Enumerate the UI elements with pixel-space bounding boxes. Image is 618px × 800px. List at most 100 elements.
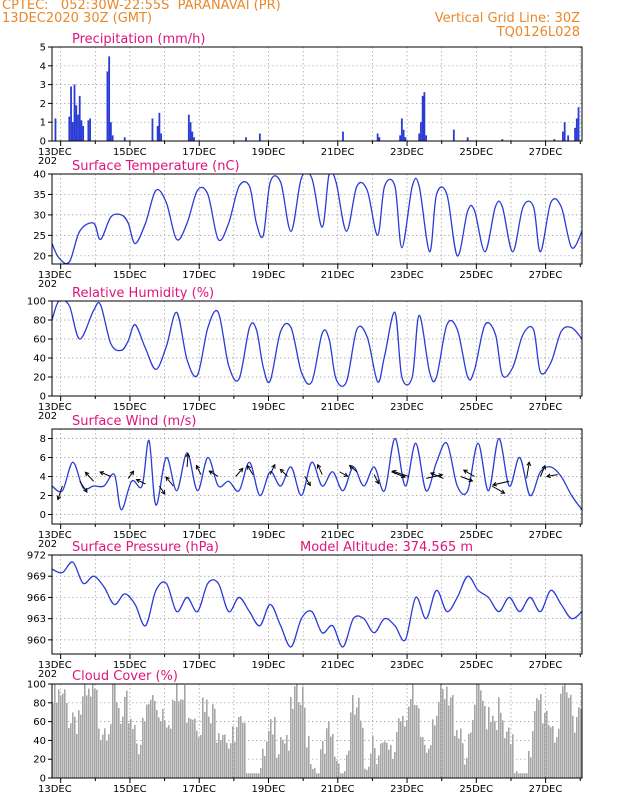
- cloud-bar: [322, 741, 324, 778]
- precip-bar: [563, 122, 566, 141]
- y-tick-label: 0: [40, 510, 46, 521]
- cloud-bar: [296, 684, 298, 778]
- cloud-bar: [520, 773, 522, 778]
- cloud-bar: [90, 696, 92, 778]
- cloud-bar: [58, 689, 60, 778]
- precip-bar: [73, 84, 76, 141]
- cloud-bar: [506, 731, 508, 778]
- wind-arrow: [373, 474, 380, 484]
- cloud-bar: [98, 728, 100, 778]
- cloud-bar: [128, 723, 130, 778]
- cloud-bar: [364, 768, 366, 778]
- cloud-bar: [428, 748, 430, 778]
- cloud-bar: [576, 717, 578, 778]
- wind-arrow-head: [526, 461, 532, 467]
- x-tick-label: 23DEC: [390, 784, 424, 795]
- header-datetime: 13DEC2020 30Z (GMT): [2, 11, 153, 26]
- cloud-bar: [580, 709, 582, 778]
- y-tick-label: 1: [40, 118, 46, 129]
- cloud-bar: [286, 734, 288, 778]
- x-tick-label: 13DEC: [38, 147, 72, 158]
- precip-bar: [70, 86, 72, 141]
- cloud-bar: [112, 684, 114, 778]
- cloud-bar: [118, 707, 120, 778]
- cloud-bar: [224, 734, 226, 778]
- cloud-bar: [172, 699, 174, 778]
- cloud-bar: [162, 709, 164, 778]
- wind-arrow-head: [185, 452, 191, 458]
- series-line: [52, 561, 582, 648]
- cloud-bar: [570, 694, 572, 778]
- cloud-bar: [476, 684, 478, 778]
- cloud-bar: [522, 773, 524, 778]
- cloud-bar: [410, 699, 412, 778]
- cloud-bar: [552, 725, 554, 778]
- cloud-bar: [80, 714, 82, 778]
- cloud-bar: [440, 684, 442, 778]
- cloud-bar: [108, 734, 110, 778]
- y-tick-label: 966: [27, 593, 46, 604]
- precip-bar: [574, 127, 576, 141]
- cloud-bar: [548, 725, 550, 778]
- wind-arrow: [235, 468, 244, 477]
- cloud-bar: [234, 742, 236, 778]
- cloud-bar: [464, 764, 466, 778]
- cloud-bar: [148, 704, 150, 778]
- cloud-bar: [184, 684, 186, 778]
- cloud-bar: [396, 732, 398, 778]
- cloud-bar: [558, 728, 560, 778]
- wind-arrow-head: [391, 469, 397, 475]
- x-tick-label: 27DEC: [529, 402, 563, 413]
- cloud-bar: [568, 697, 570, 778]
- wind-arrow: [127, 470, 135, 479]
- cloud-bar: [318, 773, 320, 778]
- cloud-bar: [534, 711, 536, 778]
- cloud-bar: [474, 704, 476, 778]
- wind-arrow-head: [468, 477, 474, 483]
- cloud-bar: [444, 699, 446, 778]
- cloud-bar: [312, 769, 314, 778]
- cloud-bar: [358, 697, 360, 778]
- cloud-bar: [378, 755, 380, 778]
- cloud-bar: [452, 695, 454, 778]
- cloud-bar: [222, 734, 224, 778]
- cloud-bar: [398, 718, 400, 778]
- cloud-bar: [406, 720, 408, 778]
- wind-arrow: [209, 470, 219, 477]
- cloud-bar: [338, 763, 340, 778]
- precip-bar: [160, 133, 163, 141]
- cloud-bar: [414, 704, 416, 778]
- cloud-bar: [238, 717, 240, 778]
- cloud-bar: [68, 727, 70, 778]
- cloud-bar: [106, 740, 108, 778]
- cloud-bar: [574, 732, 576, 778]
- cloud-bar: [304, 707, 306, 778]
- x-tick-label: 25DEC: [459, 147, 493, 158]
- cloud-bar: [360, 720, 362, 778]
- cloud-bar: [426, 752, 428, 778]
- y-tick-label: 80: [33, 698, 46, 709]
- cloud-bar: [430, 745, 432, 778]
- cloud-bar: [448, 705, 450, 778]
- cloud-bar: [170, 728, 172, 778]
- cloud-bar: [348, 750, 350, 778]
- precip-bar: [156, 125, 159, 141]
- panel-annotation: Model Altitude: 374.565 m: [300, 540, 473, 555]
- cloud-bar: [368, 766, 370, 778]
- cloud-bar: [246, 773, 248, 778]
- cloud-bar: [422, 737, 424, 778]
- wind-arrow-head: [208, 470, 214, 475]
- cloud-bar: [66, 702, 68, 778]
- precip-bar: [87, 120, 90, 141]
- wind-arrow: [430, 472, 444, 479]
- y-tick-label: 20: [33, 251, 46, 262]
- x-tick-label: 17DEC: [182, 784, 216, 795]
- cloud-bar: [100, 740, 102, 778]
- cloud-bar: [432, 719, 434, 778]
- cloud-bar: [320, 749, 322, 778]
- wind-arrow: [317, 464, 323, 475]
- cloud-bar: [168, 725, 170, 778]
- cloud-bar: [388, 749, 390, 778]
- cloud-bar: [350, 712, 352, 778]
- y-tick-label: 0: [40, 392, 46, 403]
